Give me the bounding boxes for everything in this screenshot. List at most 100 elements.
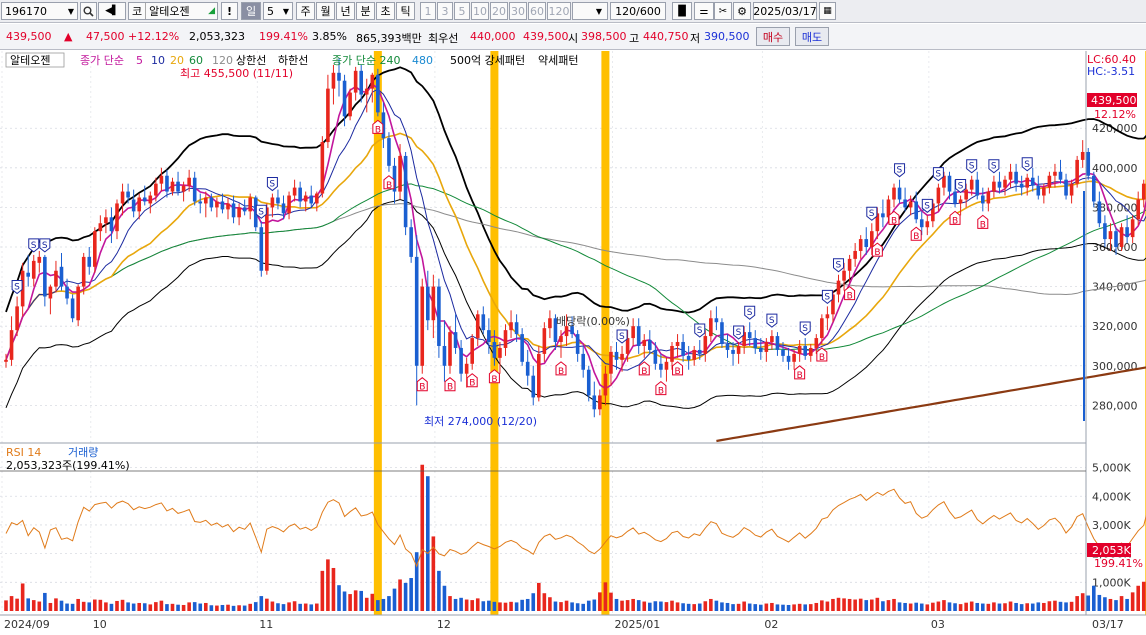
volume-bar — [348, 594, 352, 611]
volume-bar — [237, 605, 241, 611]
chart-options-icon[interactable]: ⚌ — [694, 2, 714, 20]
volume-bar — [797, 603, 802, 611]
volume-bar — [59, 600, 64, 611]
minute-button-60[interactable]: 60 — [528, 2, 546, 20]
period-button-3[interactable]: 분 — [356, 2, 375, 20]
minute-button-120[interactable]: 120 — [547, 2, 571, 20]
bars-shown-field[interactable]: 120/600 — [610, 2, 666, 20]
minute-button-1[interactable]: 1 — [420, 2, 436, 20]
candle-body — [681, 342, 685, 356]
candle-body — [1058, 171, 1063, 180]
candle-body — [731, 349, 735, 354]
volume-bar — [919, 603, 924, 611]
bear-marker-letter: B — [874, 248, 880, 258]
gear-icon[interactable]: ⚙ — [733, 2, 751, 20]
candle-body — [281, 203, 286, 214]
bull-marker-letter: S — [747, 308, 753, 318]
bear-pattern-marker: B — [672, 361, 684, 377]
period-day-button[interactable]: 일 — [241, 2, 261, 20]
volume-bar — [270, 601, 275, 611]
x-tick-label: 2025/01 — [615, 618, 661, 631]
chart-area[interactable]: 280,000 300,000 320,000 340,000 360,000 380,0… — [0, 51, 1146, 635]
volume-bar — [503, 602, 508, 611]
candle-body — [192, 177, 197, 202]
volume-ratio: 199.41% — [259, 30, 308, 43]
volume-bar — [215, 605, 219, 611]
warn-button[interactable]: ! — [221, 2, 238, 20]
candle-body — [1019, 183, 1024, 188]
period-button-5[interactable]: 틱 — [396, 2, 415, 20]
minute-button-30[interactable]: 30 — [509, 2, 527, 20]
candle-body — [808, 347, 813, 356]
volume-bar — [353, 590, 358, 611]
sell-button[interactable]: 매도 — [795, 27, 829, 46]
period-count-select[interactable]: 5 ▼ — [263, 2, 293, 20]
volume-bar — [1141, 581, 1146, 611]
candle-body — [320, 142, 325, 194]
volume-bar — [537, 582, 541, 611]
candle-body — [603, 373, 608, 396]
volume-bar — [1058, 601, 1063, 611]
volume: 2,053,323 — [189, 30, 245, 43]
bear-marker-letter: B — [675, 367, 681, 377]
stock-name: 알테오젠 — [145, 3, 190, 19]
scissor-icon[interactable]: ✂ — [714, 2, 732, 20]
volume-bar — [1019, 604, 1024, 611]
candle-body — [220, 201, 225, 210]
bull-pattern-marker: S — [833, 258, 844, 273]
search-icon[interactable] — [80, 2, 97, 20]
volume-bar — [520, 599, 524, 611]
volume-bar — [1030, 603, 1035, 611]
candle-body — [609, 351, 613, 374]
stock-name-field[interactable]: 코 알테오젠 ◢ — [128, 2, 218, 20]
period-button-4[interactable]: 초 — [376, 2, 395, 20]
candle-body — [675, 342, 680, 346]
period-button-1[interactable]: 월 — [316, 2, 335, 20]
minute-button-10[interactable]: 10 — [471, 2, 489, 20]
volume-bar — [376, 600, 380, 611]
arrow-left-icon[interactable]: ◀▌ — [98, 2, 126, 20]
volume-bar — [675, 602, 680, 611]
candle-body — [76, 286, 80, 321]
candle-body — [659, 363, 663, 370]
candle-body — [1141, 183, 1146, 200]
candle-body — [342, 80, 347, 117]
candle-body — [242, 207, 247, 212]
volume-bar — [470, 600, 474, 611]
volume-bar — [364, 597, 369, 611]
volume-bar — [1092, 585, 1096, 611]
candle-body — [992, 181, 996, 192]
bear-marker-shape — [844, 285, 856, 301]
candle-body — [864, 239, 869, 247]
candle-body — [9, 330, 14, 360]
buy-button[interactable]: 매수 — [756, 27, 790, 46]
stock-code-input[interactable]: 196170 ▼ — [1, 2, 78, 20]
x-tick-label: 03/17 — [1092, 618, 1124, 631]
custom-minute-select[interactable]: ▼ — [572, 2, 608, 20]
chevron-down-icon: ▼ — [67, 6, 74, 16]
candle-body — [409, 227, 413, 257]
legend-stock-name: 알테오젠 — [10, 53, 50, 67]
volume-bar — [525, 598, 530, 611]
minute-button-3[interactable]: 3 — [437, 2, 453, 20]
bull-pattern-marker: S — [616, 329, 628, 344]
stock-chart[interactable]: 280,000 300,000 320,000 340,000 360,000 380,0… — [0, 51, 1146, 635]
date-field[interactable]: 2025/03/17 — [753, 2, 817, 20]
volume-bar — [908, 603, 913, 611]
volume-bar — [864, 600, 869, 611]
minute-button-5[interactable]: 5 — [454, 2, 470, 20]
toggle-icon[interactable]: ▐▌ — [672, 2, 692, 20]
minute-button-20[interactable]: 20 — [490, 2, 508, 20]
candle-body — [531, 375, 536, 398]
volume-bar — [1069, 601, 1074, 611]
period-button-0[interactable]: 주 — [296, 2, 315, 20]
volume-bar — [925, 604, 930, 611]
volume-bar — [1103, 597, 1107, 611]
volume-bar — [126, 602, 130, 611]
bull-pattern-marker: S — [799, 321, 811, 336]
volume-bar — [315, 603, 319, 611]
bear-marker-letter: B — [386, 181, 392, 191]
candle-body — [392, 165, 397, 192]
calendar-icon[interactable]: ▦ — [819, 2, 836, 20]
period-button-2[interactable]: 년 — [336, 2, 355, 20]
